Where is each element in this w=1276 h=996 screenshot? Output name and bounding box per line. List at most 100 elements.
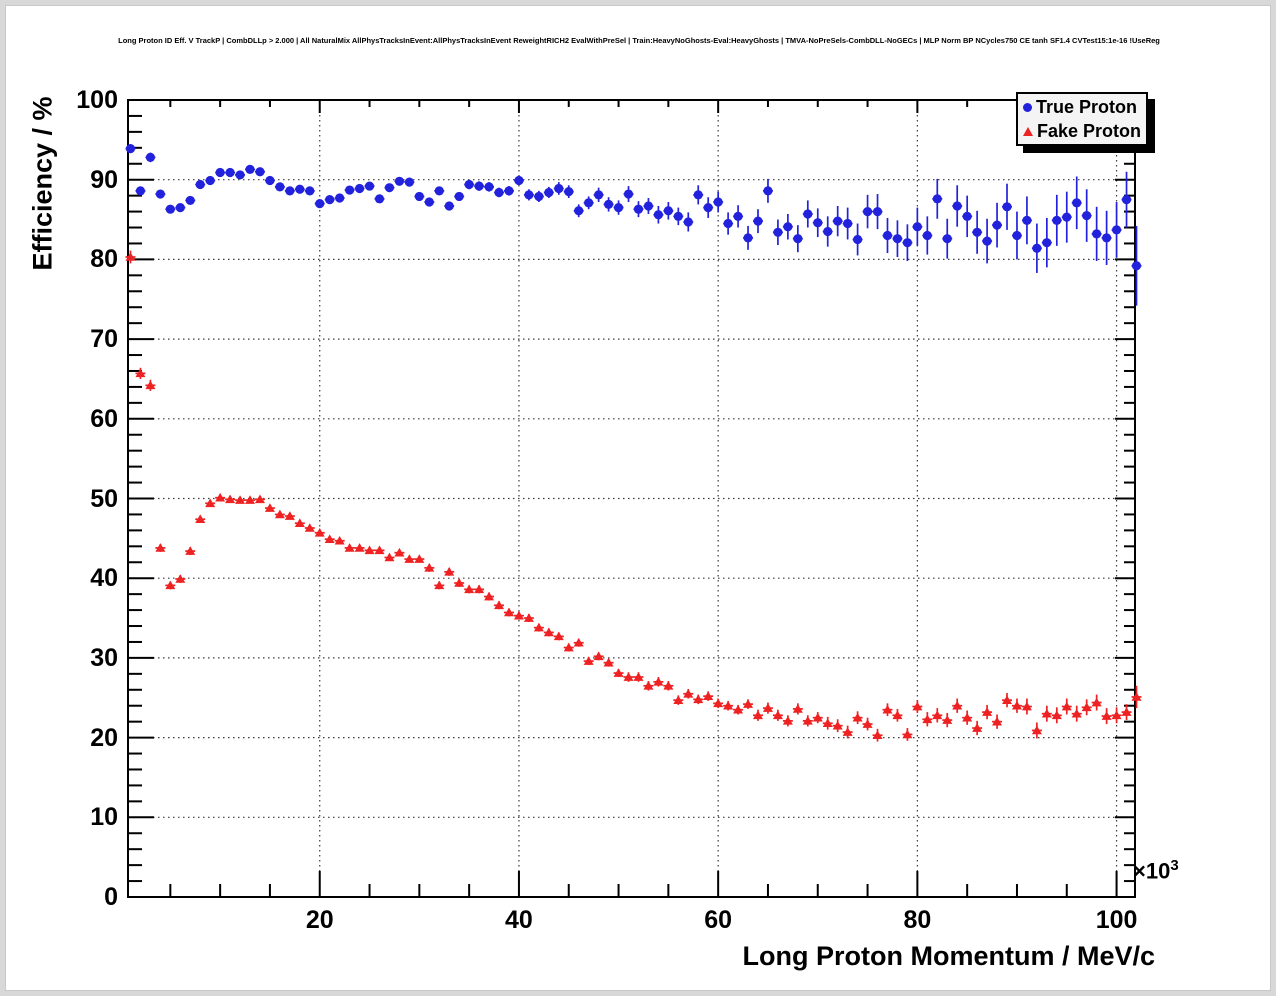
triangle-data-marker [862, 719, 873, 728]
circle-data-marker [843, 218, 853, 229]
triangle-data-marker [225, 494, 236, 504]
triangle-data-marker [374, 545, 385, 555]
circle-data-marker [275, 182, 285, 192]
circle-data-marker [315, 199, 325, 209]
circle-data-marker [683, 217, 693, 227]
circle-data-marker [255, 167, 265, 177]
circle-data-marker [544, 187, 554, 198]
circle-data-marker [434, 186, 444, 196]
triangle-data-marker [663, 680, 674, 690]
triangle-data-marker [782, 716, 793, 725]
circle-marker-icon [1023, 102, 1032, 112]
circle-data-marker [514, 175, 524, 186]
triangle-data-marker [772, 710, 783, 720]
circle-data-marker [833, 216, 843, 226]
circle-data-marker [215, 167, 225, 178]
triangle-data-marker [523, 613, 534, 622]
circle-data-marker [992, 220, 1002, 230]
circle-data-marker [872, 206, 883, 217]
triangle-data-marker [832, 720, 843, 730]
triangle-data-marker [1101, 711, 1112, 720]
circle-data-marker [474, 181, 484, 191]
circle-data-marker [1042, 238, 1052, 248]
circle-data-marker [1032, 243, 1042, 253]
circle-data-marker [354, 183, 365, 194]
circle-data-marker [902, 238, 913, 248]
multiplier-exponent: 3 [1170, 857, 1179, 874]
circle-data-marker [574, 206, 584, 216]
circle-data-marker [882, 230, 893, 241]
triangle-data-marker [304, 523, 315, 532]
y-tick-label: 30 [90, 643, 118, 672]
triangle-data-marker [503, 607, 514, 617]
circle-data-marker [853, 234, 863, 245]
circle-data-marker [653, 210, 663, 220]
triangle-data-marker [563, 642, 574, 652]
circle-data-marker [763, 186, 773, 196]
triangle-data-marker [583, 656, 594, 665]
triangle-data-marker [314, 527, 325, 537]
triangle-data-marker [284, 511, 295, 520]
circle-data-marker [1052, 215, 1062, 225]
series-true-proton [125, 144, 1142, 306]
triangle-data-marker [673, 695, 684, 704]
triangle-data-marker [892, 710, 903, 720]
circle-data-marker [175, 202, 185, 213]
triangle-data-marker [454, 578, 465, 587]
triangle-data-marker [852, 712, 863, 722]
triangle-data-marker [573, 637, 584, 647]
circle-data-marker [663, 206, 673, 216]
triangle-data-marker [434, 580, 445, 590]
circle-data-marker [524, 190, 534, 200]
triangle-data-marker [1021, 701, 1032, 711]
triangle-data-marker [1061, 701, 1072, 711]
circle-data-marker [793, 234, 803, 244]
series-fake-proton [125, 250, 1142, 742]
circle-data-marker [1082, 210, 1092, 221]
triangle-data-marker [633, 672, 644, 681]
circle-data-marker [823, 226, 833, 237]
triangle-data-marker [334, 535, 345, 545]
triangle-data-marker [264, 503, 275, 512]
circle-data-marker [564, 187, 574, 197]
circle-data-marker [972, 227, 982, 237]
triangle-data-marker [982, 707, 993, 716]
triangle-data-marker [384, 552, 395, 562]
x-tick-label: 100 [1095, 906, 1138, 934]
triangle-data-marker [1041, 708, 1052, 718]
y-tick-label: 0 [104, 883, 118, 911]
triangle-data-marker [274, 509, 285, 519]
circle-data-marker [723, 218, 733, 229]
triangle-data-marker [802, 716, 813, 725]
circle-data-marker [384, 183, 395, 193]
circle-data-marker [305, 186, 315, 196]
triangle-data-marker [912, 701, 923, 711]
circle-data-marker [753, 216, 763, 226]
triangle-data-marker [703, 691, 714, 700]
triangle-data-marker [205, 498, 216, 508]
circle-data-marker [484, 182, 494, 192]
circle-data-marker [335, 193, 345, 203]
triangle-data-marker [643, 680, 654, 690]
triangle-data-marker [723, 700, 734, 710]
triangle-data-marker [812, 712, 823, 722]
circle-data-marker [773, 227, 783, 237]
triangle-data-marker [484, 591, 495, 601]
triangle-data-marker [613, 668, 624, 677]
circle-data-marker [673, 211, 683, 221]
x-axis-multiplier: ×103 [1133, 857, 1179, 884]
circle-data-marker [444, 201, 454, 211]
y-tick-label: 80 [90, 245, 118, 274]
circle-data-marker [424, 197, 434, 207]
triangle-data-marker [683, 688, 694, 698]
circle-data-marker [1022, 215, 1032, 225]
circle-data-marker [454, 191, 464, 202]
triangle-data-marker [752, 710, 763, 720]
y-tick-label: 100 [76, 86, 118, 114]
triangle-data-marker [185, 546, 196, 555]
triangle-data-marker [543, 627, 554, 637]
circle-data-marker [922, 230, 932, 241]
circle-data-marker [733, 211, 743, 221]
circle-data-marker [394, 176, 405, 186]
triangle-data-marker [623, 672, 634, 681]
